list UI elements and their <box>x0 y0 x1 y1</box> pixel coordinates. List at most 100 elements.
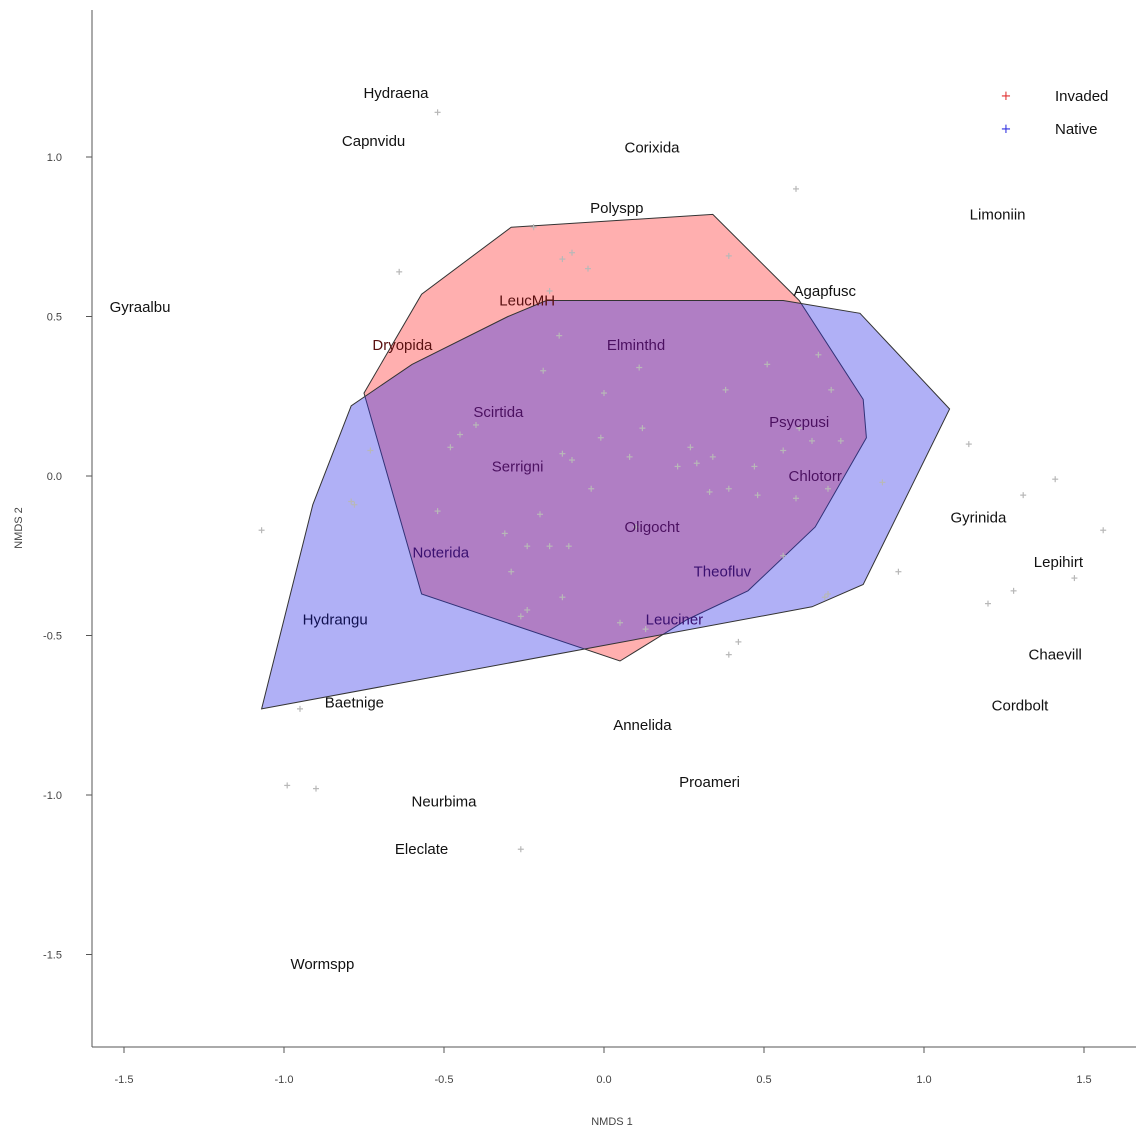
species-label-wormspp: Wormspp <box>290 956 354 973</box>
site-point <box>447 444 454 451</box>
site-point <box>815 351 822 358</box>
x-tick-label: 0.0 <box>596 1074 611 1086</box>
legend-marker-native: + <box>1001 122 1012 137</box>
site-point <box>706 488 713 495</box>
species-label-cordbolt: Cordbolt <box>992 698 1050 715</box>
site-point <box>895 568 902 575</box>
site-point <box>633 524 639 531</box>
site-point <box>642 626 649 633</box>
hull-layer <box>260 213 951 710</box>
site-point <box>501 530 508 537</box>
species-label-agapfusc: Agapfusc <box>794 283 857 300</box>
site-point <box>524 543 531 550</box>
site-point <box>351 501 358 508</box>
site-point <box>709 453 716 460</box>
site-point <box>569 249 575 256</box>
site-point <box>825 591 831 598</box>
legend-entry-native: + Native <box>1001 121 1098 138</box>
site-point <box>879 479 886 486</box>
site-point <box>725 252 732 259</box>
x-axis-title: NMDS 1 <box>591 1116 633 1128</box>
hull-native <box>260 300 951 710</box>
species-label-eleclate: Eleclate <box>395 841 448 858</box>
site-point <box>725 651 732 658</box>
y-tick-label: -0.5 <box>43 631 62 643</box>
site-point <box>754 492 761 499</box>
site-point <box>585 265 591 272</box>
y-axis-title: NMDS 2 <box>13 507 25 549</box>
site-point <box>524 606 531 613</box>
site-point <box>1071 575 1078 582</box>
site-point <box>540 367 547 374</box>
site-point <box>530 224 537 231</box>
species-label-oligocht: Oligocht <box>624 519 680 536</box>
species-label-capnvidu: Capnvidu <box>342 133 405 150</box>
site-point <box>537 511 543 518</box>
species-label-gyrinida: Gyrinida <box>950 510 1007 527</box>
site-point <box>793 185 799 192</box>
site-point <box>626 453 633 460</box>
site-point <box>725 485 732 492</box>
species-label-gyraalbu: Gyraalbu <box>110 299 171 316</box>
species-label-polyspp: Polyspp <box>590 200 643 217</box>
site-point <box>636 364 643 371</box>
site-point <box>793 495 799 502</box>
species-label-chaevill: Chaevill <box>1029 647 1082 664</box>
site-point <box>617 619 623 626</box>
y-tick-label: 1.0 <box>47 152 62 164</box>
site-point <box>517 846 524 853</box>
site-point <box>348 498 355 505</box>
species-label-dryopida: Dryopida <box>372 337 433 354</box>
legend-label-native: Native <box>1055 121 1098 138</box>
y-tick-label: -1.0 <box>43 790 62 802</box>
site-point <box>367 447 374 454</box>
site-point <box>546 543 553 550</box>
site-point <box>508 568 515 575</box>
site-point <box>569 457 575 464</box>
species-label-noterida: Noterida <box>412 545 469 562</box>
site-point <box>837 437 844 444</box>
site-point-layer <box>258 109 1107 853</box>
site-point <box>693 460 700 467</box>
site-point <box>559 450 566 457</box>
species-label-annelida: Annelida <box>613 717 672 734</box>
species-label-hydrangu: Hydrangu <box>303 612 368 629</box>
legend-label-invaded: Invaded <box>1055 88 1108 105</box>
species-label-psycpusi: Psycpusi <box>769 414 829 431</box>
species-label-elminthd: Elminthd <box>607 337 665 354</box>
x-tick-label: 0.5 <box>756 1074 771 1086</box>
site-point <box>751 463 758 470</box>
site-point <box>722 386 729 393</box>
species-label-leuciner: Leuciner <box>646 612 704 629</box>
species-label-proameri: Proameri <box>679 774 740 791</box>
site-point <box>559 256 566 263</box>
species-label-chlotorr: Chlotorr <box>789 468 842 485</box>
x-tick-label: 1.0 <box>916 1074 931 1086</box>
tick-layer: -1.5 -1.0 -0.5 0.0 0.5 1.0 1.5 -1.5 -1.0 -0.5 0.0 0… <box>43 152 1092 1086</box>
site-point <box>297 705 303 712</box>
site-point <box>588 485 595 492</box>
site-point <box>821 594 828 601</box>
site-point <box>1020 492 1027 499</box>
site-point <box>639 425 646 432</box>
site-point <box>780 552 787 559</box>
site-point <box>556 332 563 339</box>
site-point <box>825 485 831 492</box>
site-point <box>1010 587 1017 594</box>
site-point <box>258 527 265 534</box>
site-point <box>597 434 604 441</box>
x-tick-label: 1.5 <box>1076 1074 1091 1086</box>
site-point <box>313 785 319 792</box>
species-label-leucmh: LeucMH <box>499 293 555 310</box>
site-point <box>780 447 787 454</box>
species-label-corixida: Corixida <box>624 139 680 156</box>
site-point <box>434 109 441 116</box>
site-point <box>828 386 835 393</box>
x-tick-label: -1.0 <box>275 1074 294 1086</box>
species-label-hydraena: Hydraena <box>363 85 429 102</box>
axis-layer <box>91 10 1136 1048</box>
species-label-layer: Hydraena Capnvidu Corixida Polyspp Limoniin G… <box>110 85 1084 973</box>
y-tick-label: 0.5 <box>47 312 62 324</box>
species-label-serrigni: Serrigni <box>492 458 544 475</box>
species-label-baetnige: Baetnige <box>325 695 384 712</box>
